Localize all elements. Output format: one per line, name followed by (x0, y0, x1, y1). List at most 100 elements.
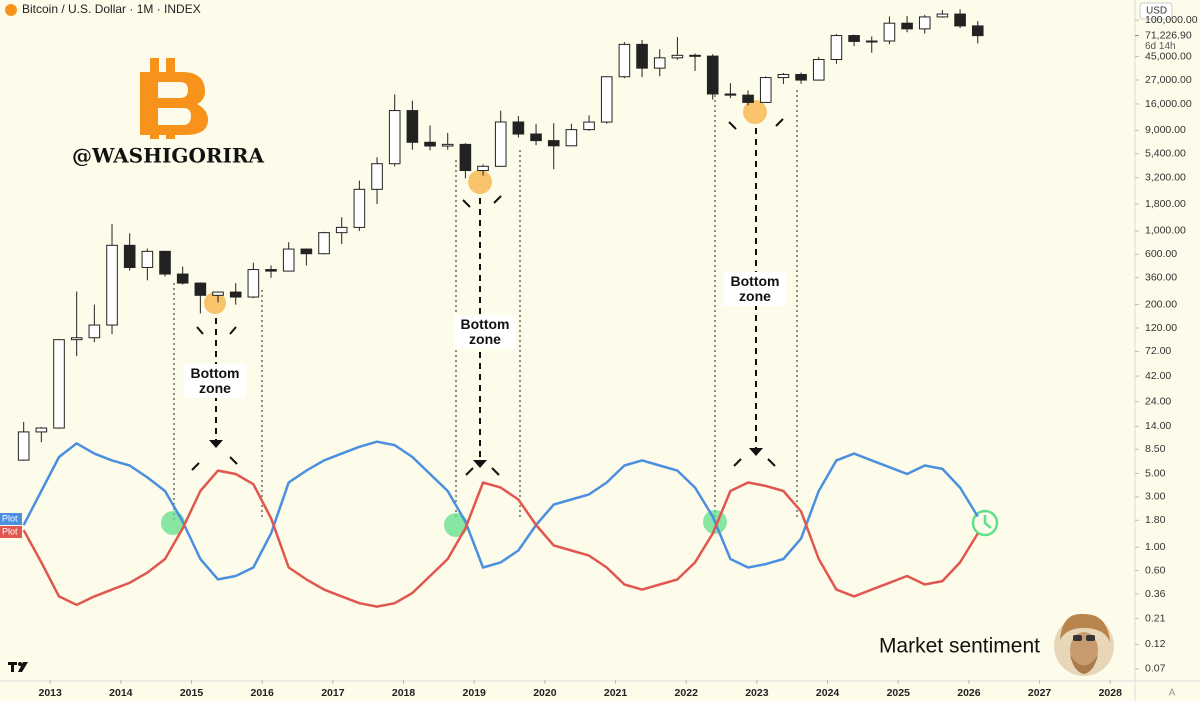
y-tick-label: 0.36 (1145, 588, 1166, 600)
candle-body (565, 129, 578, 147)
candle-body (742, 94, 754, 103)
bottom-markers (204, 100, 767, 314)
candle-body (300, 248, 313, 255)
candle-body (689, 54, 701, 57)
oscillator-line (22, 440, 979, 581)
y-tick-label: 14.00 (1145, 420, 1171, 432)
y-tick-label: 0.07 (1145, 663, 1166, 675)
y-tick-label: 45,000.00 (1145, 50, 1192, 62)
x-tick-label: 2023 (745, 687, 769, 699)
clock-marker (971, 509, 999, 537)
candle-body (512, 121, 525, 135)
candle-body (141, 250, 154, 268)
y-tick-label: 1.80 (1145, 514, 1166, 526)
last-price-label: 71,226.90 (1145, 29, 1192, 41)
candle-body (371, 163, 383, 190)
x-tick-label: 2028 (1099, 687, 1123, 699)
x-tick-label: 2014 (109, 687, 133, 699)
candle-body (759, 77, 772, 103)
candle-body (936, 13, 949, 18)
candle-body (795, 73, 807, 81)
candle-body (212, 291, 224, 296)
small-arrows (191, 118, 784, 476)
candle-body (229, 291, 242, 298)
candle-body (883, 22, 896, 42)
y-tick-label: 100,000.00 (1145, 14, 1198, 26)
avatar (1054, 613, 1114, 676)
annotation: Bottom zone (731, 273, 780, 304)
legend-tag (0, 513, 22, 525)
candle-body (636, 43, 648, 69)
y-tick-label: 27,000.00 (1145, 74, 1192, 86)
x-tick-label: 2015 (180, 687, 204, 699)
candle-body (530, 133, 542, 142)
candle-body (176, 273, 189, 284)
annotation-boxes (184, 272, 786, 398)
candle-body (459, 143, 472, 172)
candle-body (777, 73, 790, 79)
watermark: @WASHIGORIRA (72, 144, 264, 168)
candle-body (265, 269, 277, 272)
y-tick-label: 1,000.00 (1145, 225, 1186, 237)
y-tick-label: 1.00 (1145, 541, 1166, 553)
y-tick-label: 3.00 (1145, 491, 1166, 503)
candle-body (494, 121, 507, 167)
candle-body (53, 339, 65, 429)
y-tick-label: 120.00 (1145, 322, 1177, 334)
y-tick-label: 0.60 (1145, 564, 1166, 576)
candle-body (406, 110, 419, 143)
y-tick-label: 9,000.00 (1145, 124, 1186, 136)
candle-body (247, 269, 260, 298)
candle-body (159, 250, 171, 275)
x-tick-label: 2022 (675, 687, 699, 699)
currency-box[interactable] (1139, 2, 1173, 20)
candle-body (88, 324, 101, 339)
y-tick-label: 200.00 (1145, 298, 1177, 310)
candle-body (918, 16, 931, 30)
oscillator-line (22, 469, 979, 608)
candle-body (901, 22, 913, 30)
y-tick-label: 24.00 (1145, 395, 1171, 407)
bitcoin-logo (140, 58, 208, 139)
candle-body (812, 59, 825, 81)
candle-body (600, 76, 613, 123)
x-tick-label: 2027 (1028, 687, 1052, 699)
chart-title: Bitcoin / U.S. Dollar · 1M · INDEX (22, 2, 201, 16)
y-tick-label: 0.12 (1145, 638, 1166, 650)
scale-mode[interactable]: A (1169, 688, 1176, 699)
candle-body (318, 232, 330, 255)
y-tick-label: 360.00 (1145, 271, 1177, 283)
y-tick-label: 8.50 (1145, 443, 1166, 455)
countdown: 6d 14h (1145, 41, 1176, 52)
tv-logo (8, 662, 28, 672)
caption: Market sentiment (879, 635, 1040, 658)
currency: USD (1146, 6, 1167, 17)
candle-body (335, 226, 348, 234)
y-tick-label: 600.00 (1145, 248, 1177, 260)
y-tick-label: 5,400.00 (1145, 147, 1186, 159)
candle-body (971, 25, 984, 37)
arrow-heads (209, 440, 763, 468)
x-tick-label: 2025 (887, 687, 911, 699)
candle-body (706, 55, 719, 95)
candle-body (282, 248, 295, 272)
candle-body (830, 35, 843, 61)
candle-body (724, 93, 737, 96)
x-tick-label: 2013 (38, 687, 62, 699)
candle-body (477, 165, 489, 172)
candle-body (441, 143, 454, 147)
candle-body (671, 54, 684, 59)
candle-body (618, 43, 631, 78)
x-tick-label: 2016 (251, 687, 275, 699)
y-tick-label: 1,800.00 (1145, 198, 1186, 210)
y-tick-label: 5.00 (1145, 467, 1166, 479)
candle-body (106, 244, 118, 326)
candle-body (353, 188, 366, 228)
candle-body (547, 140, 560, 147)
candle-body (954, 13, 966, 27)
candle-body (70, 337, 83, 341)
x-tick-label: 2021 (604, 687, 628, 699)
y-tick-label: 0.21 (1145, 612, 1166, 624)
x-tick-label: 2020 (533, 687, 557, 699)
candle-body (848, 35, 860, 42)
